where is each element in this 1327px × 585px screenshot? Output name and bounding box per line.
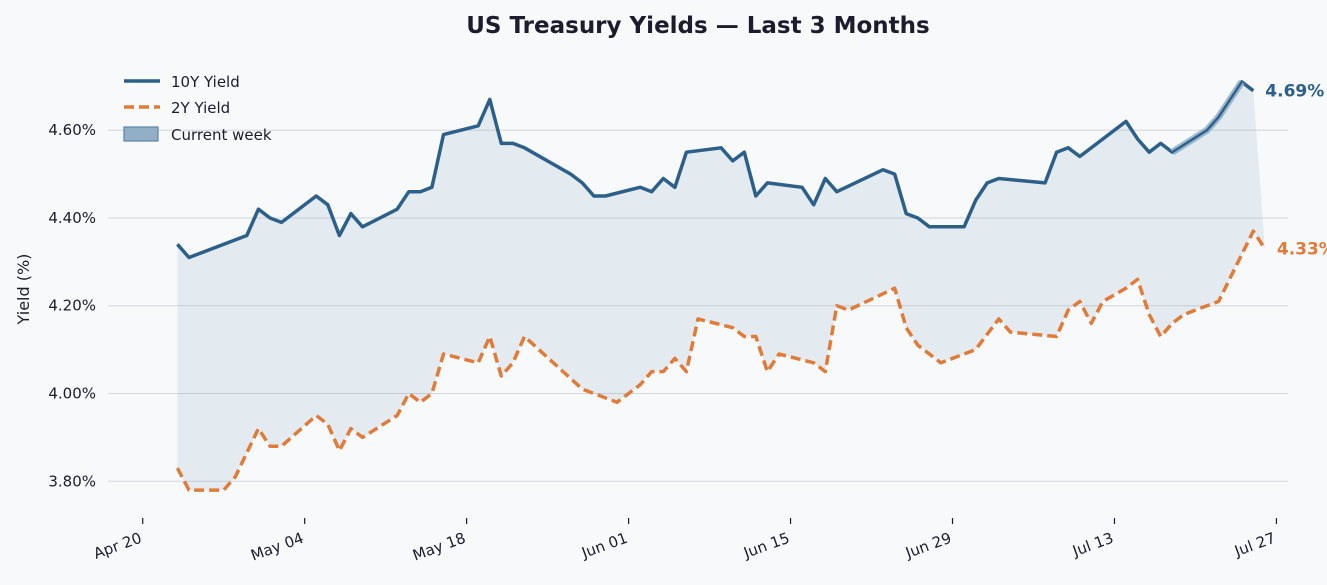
legend-label-10y: 10Y Yield [171, 73, 240, 91]
x-tick-label: Apr 20 [91, 529, 144, 563]
end-labels: 4.69% 4.33% [1265, 82, 1327, 260]
y-axis: 3.80% 4.00% 4.20% 4.40% 4.60% [48, 121, 96, 490]
y-tick-label: 4.60% [48, 121, 96, 139]
spread-area [177, 81, 1265, 491]
x-tick-label: May 04 [248, 529, 306, 565]
end-label-10y: 4.69% [1265, 82, 1324, 102]
legend-label-2y: 2Y Yield [171, 99, 230, 117]
x-tick-label: Jun 15 [740, 529, 792, 562]
legend-swatch-current-week [123, 126, 159, 142]
x-tick-label: May 18 [410, 529, 468, 565]
x-tick-label: Jul 13 [1069, 529, 1116, 561]
series-line-10y [176, 80, 1255, 260]
legend: 10Y Yield 2Y Yield Current week [123, 73, 272, 144]
y-tick-label: 3.80% [48, 472, 96, 490]
x-tick-label: Jul 27 [1231, 529, 1278, 561]
y-tick-label: 4.00% [48, 385, 96, 403]
current-week-line [1171, 81, 1243, 154]
x-axis: Apr 20 May 04 May 18 Jun 01 Jun 15 Jun 29 Jul … [91, 518, 1278, 565]
y-tick-label: 4.20% [48, 297, 96, 315]
current-week-highlight [1170, 79, 1245, 156]
chart-title: US Treasury Yields — Last 3 Months [466, 13, 929, 39]
legend-label-current-week: Current week [171, 126, 272, 144]
series-layer [175, 80, 1267, 492]
x-tick-label: Jun 29 [902, 529, 954, 562]
y-axis-label: Yield (%) [14, 254, 33, 326]
series-line-2y [175, 229, 1267, 492]
y-tick-label: 4.40% [48, 209, 96, 227]
spread-fill [177, 81, 1265, 491]
x-tick-label: Jun 01 [578, 529, 630, 562]
end-label-2y: 4.33% [1277, 240, 1327, 260]
grid-lines [108, 129, 1288, 482]
